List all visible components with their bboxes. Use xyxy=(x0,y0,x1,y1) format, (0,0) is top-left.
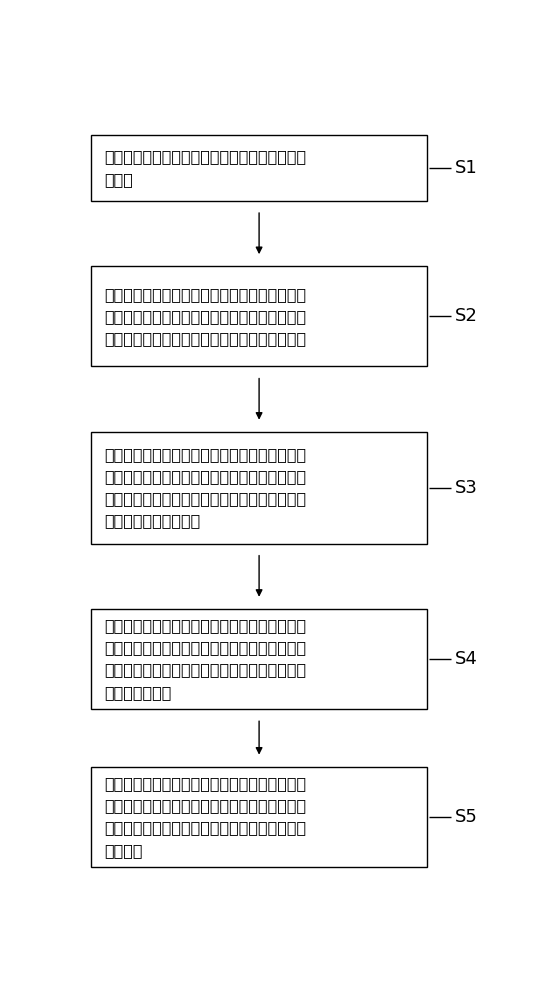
Bar xyxy=(91,609,427,709)
Text: S4: S4 xyxy=(455,650,478,668)
Text: 计算并记录在总可用信道数一定的情况下，为各
个无人机分配不同信道数时，已被分配信道的所
有无人机在不计成本情况下的总收益最大可能值: 计算并记录在总可用信道数一定的情况下，为各 个无人机分配不同信道数时，已被分配信… xyxy=(104,287,306,346)
Bar xyxy=(91,432,427,544)
Text: S5: S5 xyxy=(455,808,478,826)
Bar xyxy=(91,266,427,366)
Text: 宏基站管理器为各个具有不同用户数的无人机分
配信道: 宏基站管理器为各个具有不同用户数的无人机分 配信道 xyxy=(104,150,306,187)
Bar xyxy=(91,767,427,867)
Text: S3: S3 xyxy=(455,479,478,497)
Text: 所述宏基站管理器根据所有无人机在不计成本情
况下的总收益最大值，计算出每个无人机的占用
信道数，并根据每个无人机的占用信道数计算出
相应的频谱售价: 所述宏基站管理器根据所有无人机在不计成本情 况下的总收益最大值，计算出每个无人机… xyxy=(104,618,306,700)
Text: 当对所有无人机进行带宽资源分配完毕后，对所
有无人机的发射功率、发射频率以及无线数据卸
载顺序进行联合优化，算所有无人机在不计成本
情况下总收益的最大值: 当对所有无人机进行带宽资源分配完毕后，对所 有无人机的发射功率、发射频率以及无线… xyxy=(104,447,306,528)
Text: S1: S1 xyxy=(455,159,478,177)
Text: 确定将所述宏基站管理器计算出的不同用户数的
无人机的占用带宽资源、发射功率、发射频率、
数据卸载顺序以及频谱售价组成确定为无线数据
卸载方案: 确定将所述宏基站管理器计算出的不同用户数的 无人机的占用带宽资源、发射功率、发射… xyxy=(104,776,306,858)
Bar xyxy=(91,135,427,201)
Text: S2: S2 xyxy=(455,307,478,325)
